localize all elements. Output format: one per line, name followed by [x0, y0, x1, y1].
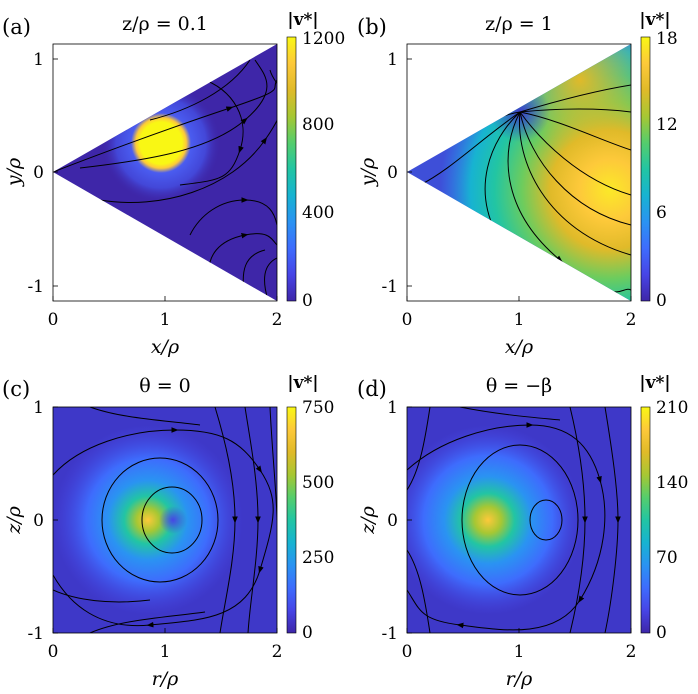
panel-c-ytick: 1	[33, 398, 44, 418]
panel-a-xtick: 0	[48, 310, 59, 330]
panel-d-ytick: 0	[387, 511, 398, 531]
panel-d-xtick: 2	[626, 642, 637, 662]
panel-c-xlabel: r/ρ	[152, 668, 179, 690]
panel-a-xlabel: x/ρ	[151, 336, 180, 358]
panel-a-cbar-tick: 1200	[302, 29, 345, 49]
panel-b-cbar-tick: 12	[656, 115, 678, 135]
panel-d-ylabel: z/ρ	[357, 505, 379, 534]
panel-d-cbar-tick: 210	[656, 398, 688, 418]
panel-d-x-ticks: 0 1 2	[402, 628, 637, 662]
panel-d-xlabel: r/ρ	[506, 668, 533, 690]
panel-c-y-ticks: -1 0 1	[27, 398, 58, 644]
panel-a-y-ticks: -1 0 1	[27, 50, 58, 297]
panel-c-streamlines	[53, 407, 277, 633]
panel-b-colorbar: |v*| 0 6 12 18	[639, 10, 677, 311]
panel-d-xtick: 1	[514, 642, 525, 662]
panel-a-cbar-tick: 0	[302, 291, 313, 311]
panel-b-title: z/ρ = 1	[485, 13, 553, 35]
panel-c-cbar-tick: 0	[302, 623, 313, 643]
panel-a-cbar-tick: 400	[302, 203, 334, 223]
panel-c-ylabel: z/ρ	[3, 505, 25, 534]
panel-c: (c) θ = 0 0 1 2	[2, 373, 334, 690]
panel-d-y-ticks: -1 0 1	[381, 398, 412, 644]
panel-a-ytick: -1	[27, 277, 44, 297]
panel-a-colorbar: |v*| 0 400 800 1200	[286, 10, 345, 311]
panel-a-ylabel: y/ρ	[3, 157, 25, 187]
panel-b-ytick: 1	[387, 50, 398, 70]
panel-d-cbar-tick: 70	[656, 548, 678, 568]
panel-c-cbar-tick: 250	[302, 548, 334, 568]
panel-d-colorbar-label: |v*|	[639, 373, 670, 393]
panel-b-cbar-tick: 0	[656, 291, 667, 311]
panel-c-cbar-tick: 500	[302, 473, 334, 493]
panel-d-ytick: -1	[381, 624, 398, 644]
panel-d-heatmap	[407, 407, 631, 633]
panel-a-xtick: 2	[272, 310, 283, 330]
panel-a-x-ticks: 0 1 2	[48, 296, 283, 330]
panel-c-ytick: 0	[33, 511, 44, 531]
panel-a-xtick: 1	[160, 310, 171, 330]
panel-a-hotspot	[140, 122, 182, 164]
panel-d-title: θ = −β	[486, 375, 552, 397]
panel-b-cbar-tick: 6	[656, 203, 667, 223]
panel-c-colorbar: |v*| 0 250 500 750	[286, 373, 334, 643]
panel-c-xtick: 2	[272, 642, 283, 662]
panel-a: (a) z/ρ = 0.1 0 1 2	[2, 10, 345, 358]
panel-a-title: z/ρ = 0.1	[122, 13, 208, 35]
panel-a-cbar-tick: 800	[302, 115, 334, 135]
panel-c-label: (c)	[2, 377, 30, 401]
panel-c-xtick: 1	[160, 642, 171, 662]
panel-d-label: (d)	[357, 377, 387, 401]
panel-d-colorbar: |v*| 0 70 140 210	[639, 373, 688, 643]
panel-a-colorbar-label: |v*|	[287, 10, 318, 30]
panel-b-colorbar-label: |v*|	[639, 10, 670, 30]
panel-b-ytick: -1	[381, 277, 398, 297]
panel-c-x-ticks: 0 1 2	[48, 628, 283, 662]
panel-d-xtick: 0	[402, 642, 413, 662]
panel-b-ylabel: y/ρ	[357, 157, 379, 187]
panel-b-label: (b)	[357, 15, 387, 39]
panel-a-ytick: 1	[33, 50, 44, 70]
panel-d-cbar-tick: 0	[656, 623, 667, 643]
panel-c-colorbar-label: |v*|	[287, 373, 318, 393]
panel-c-cbar-tick: 750	[302, 398, 334, 418]
panel-d-streamlines	[407, 407, 621, 633]
panel-b-cbar-tick: 18	[656, 29, 678, 49]
panel-d-cbar-tick: 140	[656, 473, 688, 493]
panel-c-xtick: 0	[48, 642, 59, 662]
panel-d: (d) θ = −β 0 1 2 -	[357, 373, 688, 690]
panel-a-ytick: 0	[33, 163, 44, 183]
panel-b-ytick: 0	[387, 163, 398, 183]
panel-b-y-ticks: -1 0 1	[381, 50, 412, 297]
panel-c-ytick: -1	[27, 624, 44, 644]
panel-c-title: θ = 0	[139, 375, 191, 397]
panel-b: (b) z/ρ = 1 0 1 2	[357, 10, 678, 358]
panel-d-ytick: 1	[387, 398, 398, 418]
panel-b-xtick: 0	[402, 310, 413, 330]
panel-b-x-ticks: 0 1 2	[402, 296, 637, 330]
panel-b-xtick: 1	[514, 310, 525, 330]
panel-b-xlabel: x/ρ	[505, 336, 534, 358]
panel-a-label: (a)	[2, 15, 31, 39]
panel-b-xtick: 2	[626, 310, 637, 330]
panel-b-streamlines	[419, 84, 631, 293]
